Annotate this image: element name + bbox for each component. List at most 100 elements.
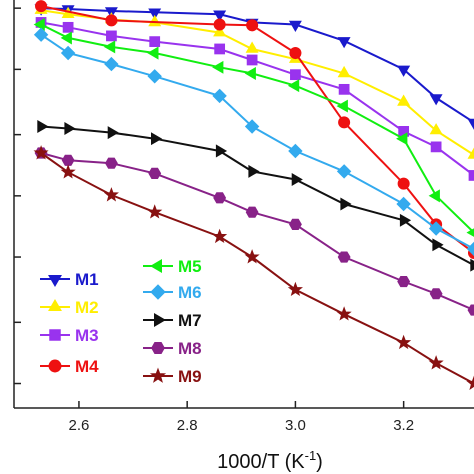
data-point-M7-1 bbox=[64, 122, 76, 135]
legend-label-M5: M5 bbox=[178, 257, 202, 276]
legend-entry-M7: M7 bbox=[143, 311, 202, 330]
legend-label-M8: M8 bbox=[178, 339, 202, 358]
data-point-M3-3 bbox=[149, 36, 161, 47]
legend-label-M3: M3 bbox=[75, 326, 99, 345]
data-point-M7-5 bbox=[248, 164, 260, 178]
data-point-M5-6 bbox=[287, 79, 300, 93]
data-point-M3-1 bbox=[62, 21, 74, 33]
legend-label-M9: M9 bbox=[178, 367, 202, 386]
data-point-M9-6 bbox=[287, 281, 303, 297]
data-point-M9-1 bbox=[60, 164, 76, 179]
data-point-M5-9 bbox=[428, 189, 440, 203]
data-point-M2-10 bbox=[467, 147, 474, 159]
data-point-M9-4 bbox=[212, 228, 228, 244]
data-point-M4-3 bbox=[246, 19, 259, 32]
data-point-M6-7 bbox=[336, 164, 352, 179]
data-point-M5-8 bbox=[396, 132, 408, 146]
data-point-M6-9 bbox=[428, 221, 444, 236]
data-point-M9-0 bbox=[33, 145, 49, 160]
legend-entry-M1: M1 bbox=[40, 270, 99, 289]
legend-label-M1: M1 bbox=[75, 270, 99, 289]
data-point-M8-1 bbox=[61, 154, 75, 166]
legend-marker-M9 bbox=[149, 367, 167, 383]
data-point-M1-8 bbox=[397, 65, 411, 77]
legend-marker-M3 bbox=[49, 329, 61, 341]
data-point-M9-3 bbox=[147, 204, 163, 219]
series-line-M8 bbox=[40, 152, 474, 312]
series-line-M9 bbox=[40, 152, 474, 385]
x-axis-title: 1000/T (K-1) bbox=[217, 448, 323, 473]
data-point-M4-6 bbox=[397, 177, 410, 190]
data-point-M3-10 bbox=[468, 170, 474, 181]
legend-entry-M5: M5 bbox=[143, 257, 202, 276]
data-point-M4-5 bbox=[338, 116, 351, 129]
data-point-M1-6 bbox=[288, 20, 302, 33]
data-point-M8-8 bbox=[397, 276, 411, 288]
legend-label-M7: M7 bbox=[178, 311, 202, 330]
data-point-M2-8 bbox=[397, 94, 411, 106]
data-point-M6-8 bbox=[396, 196, 411, 212]
x-axis-title-superscript: -1 bbox=[305, 448, 317, 463]
data-point-M8-7 bbox=[337, 251, 351, 263]
data-point-M3-7 bbox=[338, 83, 350, 95]
legend-label-M2: M2 bbox=[75, 298, 99, 317]
legend: M1 M2 M3 M4 M5 M6 M7 M8 M9 bbox=[40, 257, 202, 386]
data-point-M4-0 bbox=[35, 0, 48, 13]
data-point-M7-6 bbox=[291, 173, 303, 186]
data-point-M7-10 bbox=[470, 258, 474, 272]
data-point-M7-0 bbox=[37, 120, 49, 133]
data-point-M8-3 bbox=[148, 167, 162, 179]
data-point-M8-6 bbox=[289, 218, 302, 230]
data-point-M2-9 bbox=[429, 123, 443, 135]
legend-entry-M3: M3 bbox=[40, 326, 99, 345]
data-point-M5-4 bbox=[212, 60, 224, 74]
legend-entry-M2: M2 bbox=[40, 298, 99, 317]
data-point-M1-4 bbox=[213, 10, 227, 22]
data-point-M8-9 bbox=[429, 288, 443, 300]
x-tick-label-0: 2.6 bbox=[69, 417, 90, 434]
series-M3 bbox=[35, 17, 474, 181]
data-point-M3-5 bbox=[246, 54, 258, 66]
data-point-M1-7 bbox=[337, 37, 351, 49]
data-point-M9-2 bbox=[103, 187, 119, 202]
data-point-M1-9 bbox=[429, 94, 443, 106]
legend-marker-M5 bbox=[150, 259, 162, 273]
data-point-M6-1 bbox=[60, 45, 76, 61]
data-point-M6-4 bbox=[212, 88, 227, 104]
legend-marker-M4 bbox=[48, 359, 62, 373]
data-point-M2-3 bbox=[148, 14, 162, 27]
axes: 2.6 2.8 3.0 3.2 bbox=[13, 0, 474, 434]
data-point-M6-6 bbox=[288, 143, 303, 159]
data-point-M2-5 bbox=[245, 41, 259, 53]
legend-marker-M8 bbox=[151, 342, 165, 354]
legend-marker-M6 bbox=[150, 284, 166, 300]
data-point-M9-5 bbox=[244, 249, 260, 264]
legend-marker-M2 bbox=[48, 299, 62, 311]
legend-entry-M6: M6 bbox=[143, 283, 202, 302]
series-M6 bbox=[33, 27, 474, 257]
data-point-M4-4 bbox=[289, 47, 302, 60]
data-point-M6-3 bbox=[147, 69, 162, 84]
data-point-M5-1 bbox=[60, 31, 72, 45]
data-point-M5-2 bbox=[103, 40, 116, 54]
legend-label-M4: M4 bbox=[75, 357, 99, 376]
data-point-M5-10 bbox=[466, 228, 474, 237]
plot-marks bbox=[33, 0, 474, 390]
data-point-M4-1 bbox=[105, 14, 118, 27]
data-point-M6-2 bbox=[104, 56, 119, 72]
x-axis-title-close: ) bbox=[316, 451, 323, 473]
data-point-M3-2 bbox=[106, 30, 117, 42]
data-point-M8-4 bbox=[213, 192, 227, 204]
data-point-M6-10 bbox=[466, 241, 474, 257]
data-point-M2-7 bbox=[337, 65, 351, 78]
data-point-M9-7 bbox=[336, 306, 352, 321]
data-point-M7-9 bbox=[432, 238, 444, 252]
data-point-M7-7 bbox=[340, 197, 352, 211]
data-point-M8-5 bbox=[245, 206, 259, 218]
data-point-M5-5 bbox=[244, 66, 256, 80]
data-point-M9-8 bbox=[396, 334, 412, 350]
data-point-M2-4 bbox=[213, 25, 227, 37]
data-point-M7-2 bbox=[107, 126, 119, 140]
data-point-M6-5 bbox=[244, 119, 260, 134]
